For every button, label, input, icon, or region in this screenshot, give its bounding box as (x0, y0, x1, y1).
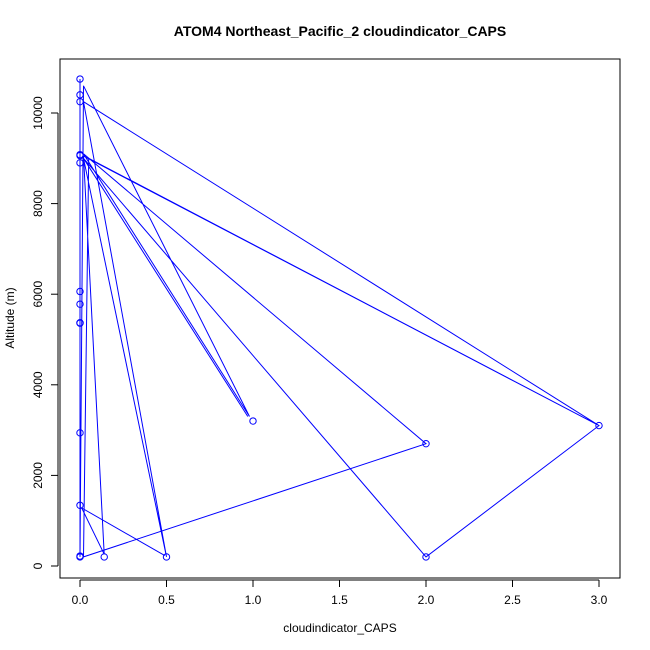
data-point (595, 421, 603, 430)
data-point (76, 287, 84, 296)
data-point (76, 300, 84, 308)
series-layer (76, 75, 603, 561)
x-tick-label: 1.5 (331, 593, 348, 607)
y-tick-label: 4000 (31, 371, 45, 398)
x-tick-label: 3.0 (591, 593, 608, 607)
data-point (76, 501, 84, 509)
x-tick-label: 0.5 (158, 593, 175, 607)
data-point (76, 151, 84, 160)
x-axis: 0.0 0.5 1.0 1.5 2.0 2.5 3.0 (72, 579, 608, 607)
x-tick-label: 2.0 (418, 593, 435, 607)
y-tick-label: 8000 (31, 190, 45, 217)
data-point (249, 417, 257, 425)
data-point (76, 97, 84, 106)
plot-frame (59, 58, 621, 579)
data-point (76, 553, 84, 561)
data-point (76, 159, 84, 167)
x-tick-label: 1.0 (245, 593, 262, 607)
x-axis-label: cloudindicator_CAPS (283, 621, 396, 635)
y-tick-label: 2000 (31, 462, 45, 489)
data-point (76, 319, 84, 327)
x-tick-label: 2.5 (504, 593, 521, 607)
data-point (162, 553, 171, 561)
chart-title: ATOM4 Northeast_Pacific_2 cloudindicator… (174, 23, 506, 39)
y-tick-label: 10000 (31, 96, 45, 130)
series-line (79, 79, 600, 558)
x-tick-label: 0.0 (72, 593, 89, 607)
data-point (76, 75, 84, 83)
data-point (100, 553, 108, 561)
data-point (422, 439, 430, 448)
y-tick-label: 6000 (31, 281, 45, 308)
y-axis-label: Altitude (m) (3, 287, 17, 348)
data-point (76, 429, 84, 437)
data-point (422, 553, 430, 561)
y-tick-label: 0 (31, 562, 45, 569)
y-axis: 0 2000 4000 6000 8000 10000 (31, 96, 59, 569)
